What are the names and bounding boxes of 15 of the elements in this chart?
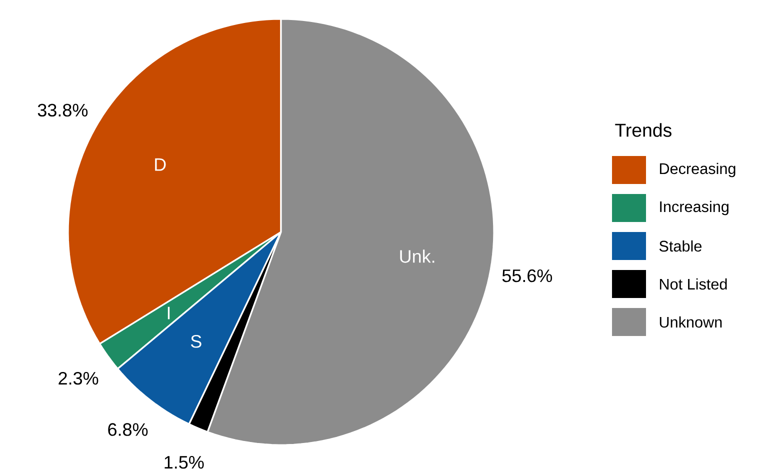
data-label: 33.8% xyxy=(38,104,88,116)
legend-title: Trends xyxy=(615,123,672,137)
data-label: 2.3% xyxy=(58,372,98,385)
legend-label: Stable xyxy=(659,240,702,252)
legend-label: Decreasing xyxy=(660,162,736,178)
text: Unk. xyxy=(400,250,434,263)
data-label: 6.8% xyxy=(108,423,148,436)
legend-label: Not Listed xyxy=(660,278,727,290)
text: D xyxy=(155,158,166,171)
legend-label: Increasing xyxy=(660,200,728,216)
text: I xyxy=(168,306,170,320)
data-label: 55.6% xyxy=(502,269,552,282)
data-label: 1.5% xyxy=(164,456,204,469)
legend-label: Unknown xyxy=(660,316,722,328)
text: S xyxy=(190,334,202,348)
